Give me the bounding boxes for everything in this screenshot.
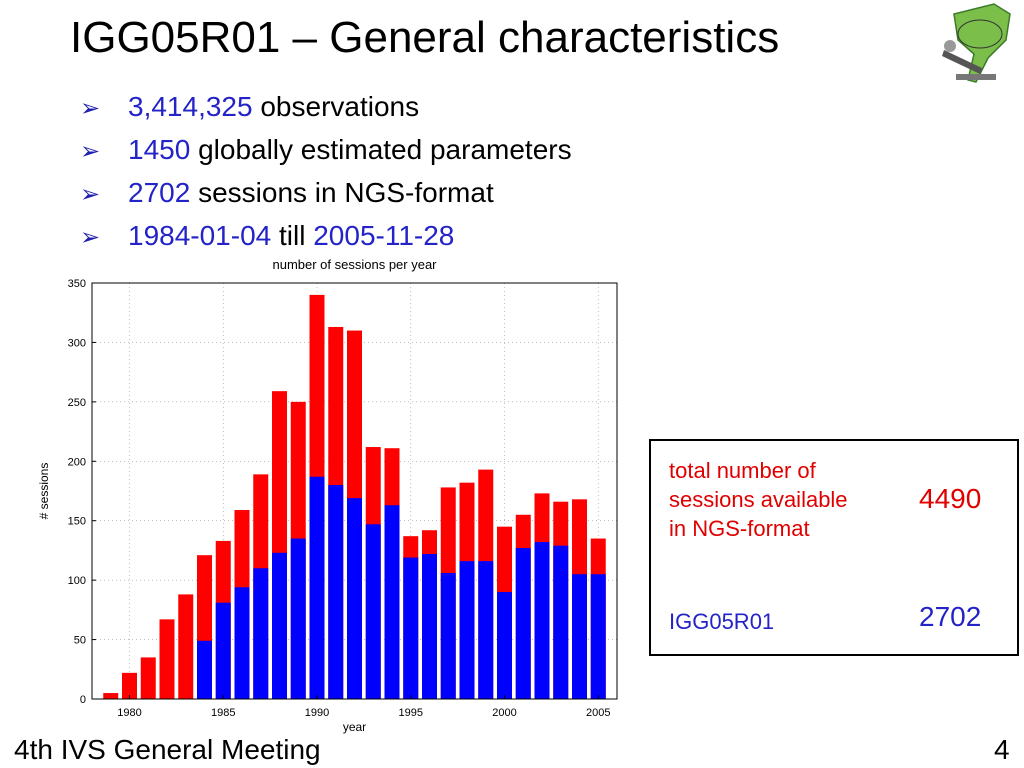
- total-sessions-label: total number of sessions available in NGS-…: [669, 458, 848, 541]
- igg-sessions-value: 2702: [919, 601, 982, 632]
- bar-igg-sessions: [459, 561, 475, 699]
- bar-total-sessions: [103, 693, 119, 699]
- x-tick-label: 1990: [305, 707, 329, 719]
- parameters-count: 1450: [128, 134, 191, 165]
- bar-igg-sessions: [197, 640, 212, 699]
- observations-count: 3,414,325: [128, 91, 253, 122]
- y-tick-label: 250: [68, 397, 86, 409]
- sessions-label: sessions in NGS-format: [190, 177, 494, 208]
- bar-igg-sessions: [272, 552, 287, 699]
- chart-bars: [103, 294, 606, 699]
- arrow-bullet-icon: ➢: [80, 138, 101, 165]
- bar-total-sessions: [159, 619, 175, 699]
- x-tick-label: 1980: [117, 707, 141, 719]
- y-ticks: 0 50 100 150 200 250 300 350: [68, 278, 96, 706]
- bar-igg-sessions: [309, 476, 325, 699]
- observations-label: observations: [252, 91, 420, 122]
- bar-igg-sessions: [478, 561, 494, 699]
- bar-igg-sessions: [290, 538, 306, 699]
- bar-igg-sessions: [347, 498, 362, 699]
- footer-meeting-name: 4th IVS General Meeting: [14, 734, 321, 765]
- till-label: till: [271, 220, 314, 251]
- y-tick-label: 50: [74, 635, 86, 647]
- conference-logo: [942, 3, 1011, 83]
- bar-igg-sessions: [572, 574, 587, 699]
- bar-igg-sessions: [553, 545, 569, 699]
- bullet-date-range: ➢ 1984-01-04 till 2005-11-28: [80, 215, 572, 258]
- chart-title: number of sessions per year: [272, 257, 437, 272]
- parameters-label: globally estimated parameters: [190, 134, 572, 165]
- x-tick-label: 2000: [492, 707, 516, 719]
- sessions-per-year-chart: 0 50 100 150 200 250 300 350 1980 1985 1990 1995 20…: [37, 257, 618, 734]
- end-date: 2005-11-28: [313, 220, 455, 251]
- bar-igg-sessions: [534, 542, 550, 699]
- y-tick-label: 100: [68, 575, 86, 587]
- bar-total-sessions: [140, 657, 156, 699]
- plot-frame: [91, 282, 618, 700]
- x-tick-label: 2005: [586, 707, 610, 719]
- y-tick-label: 300: [68, 337, 86, 349]
- y-tick-label: 350: [68, 278, 86, 290]
- x-ticks: 1980 1985 1990 1995 2000 2005: [117, 695, 610, 719]
- bullet-observations: ➢ 3,414,325 observations: [80, 86, 572, 129]
- total-sessions-value: 4490: [919, 483, 982, 514]
- bullet-parameters: ➢ 1450 globally estimated parameters: [80, 129, 572, 172]
- bar-igg-sessions: [403, 557, 419, 699]
- arrow-bullet-icon: ➢: [80, 224, 101, 251]
- bullet-sessions: ➢ 2702 sessions in NGS-format: [80, 172, 572, 215]
- y-axis-label: # sessions: [37, 463, 51, 520]
- bar-igg-sessions: [422, 553, 437, 699]
- start-date: 1984-01-04: [128, 220, 272, 251]
- y-tick-label: 0: [80, 694, 86, 706]
- igg-sessions-label: IGG05R01: [669, 609, 775, 634]
- bar-igg-sessions: [440, 573, 456, 699]
- x-axis-label: year: [343, 720, 366, 734]
- x-tick-label: 1995: [399, 707, 423, 719]
- page-number: 4: [994, 734, 1010, 765]
- arrow-bullet-icon: ➢: [80, 95, 101, 122]
- bar-igg-sessions: [365, 524, 381, 699]
- bar-igg-sessions: [328, 485, 344, 699]
- bar-igg-sessions: [515, 548, 531, 699]
- slide-title: IGG05R01 – General characteristics: [70, 13, 780, 62]
- bar-igg-sessions: [497, 592, 512, 699]
- y-tick-label: 150: [68, 516, 86, 528]
- y-tick-label: 200: [68, 456, 86, 468]
- bar-total-sessions: [178, 594, 194, 699]
- bar-igg-sessions: [384, 505, 400, 699]
- session-totals-box: total number of sessions available in NGS-…: [649, 439, 1019, 656]
- bar-igg-sessions: [590, 574, 606, 699]
- bar-igg-sessions: [253, 568, 269, 699]
- bar-total-sessions: [122, 672, 137, 699]
- x-tick-label: 1985: [211, 707, 235, 719]
- characteristics-list: ➢ 3,414,325 observations ➢ 1450 globally e…: [80, 86, 572, 258]
- bar-igg-sessions: [215, 602, 231, 699]
- arrow-bullet-icon: ➢: [80, 181, 101, 208]
- bar-igg-sessions: [234, 587, 250, 699]
- sessions-count: 2702: [128, 177, 191, 208]
